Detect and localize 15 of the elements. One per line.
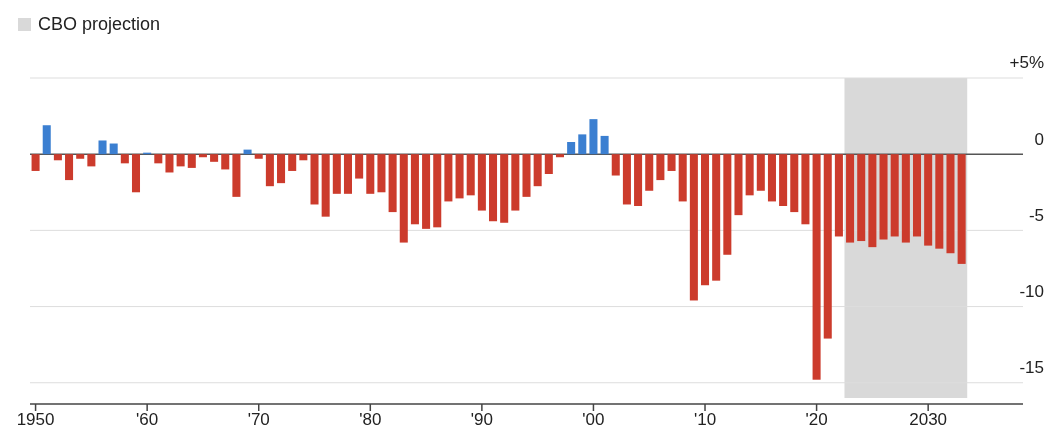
x-tick-label: '00 — [582, 410, 605, 429]
x-tick-label: '80 — [359, 410, 382, 429]
x-tick-label: '70 — [247, 410, 270, 429]
y-tick-label: -10 — [1019, 282, 1044, 302]
x-tick-label: '60 — [136, 410, 159, 429]
x-tick-label: 2030 — [909, 410, 948, 429]
y-tick-label: +5% — [1009, 53, 1044, 73]
x-tick-label: '10 — [693, 410, 717, 429]
y-tick-label: -5 — [1028, 205, 1044, 225]
x-tick-label: '90 — [470, 410, 493, 429]
y-tick-label: 0 — [1034, 129, 1044, 149]
legend-label: CBO projection — [38, 13, 161, 34]
x-tick-label: '20 — [805, 410, 828, 429]
x-tick-label: 1950 — [16, 410, 55, 429]
y-tick-label: -15 — [1019, 358, 1044, 378]
